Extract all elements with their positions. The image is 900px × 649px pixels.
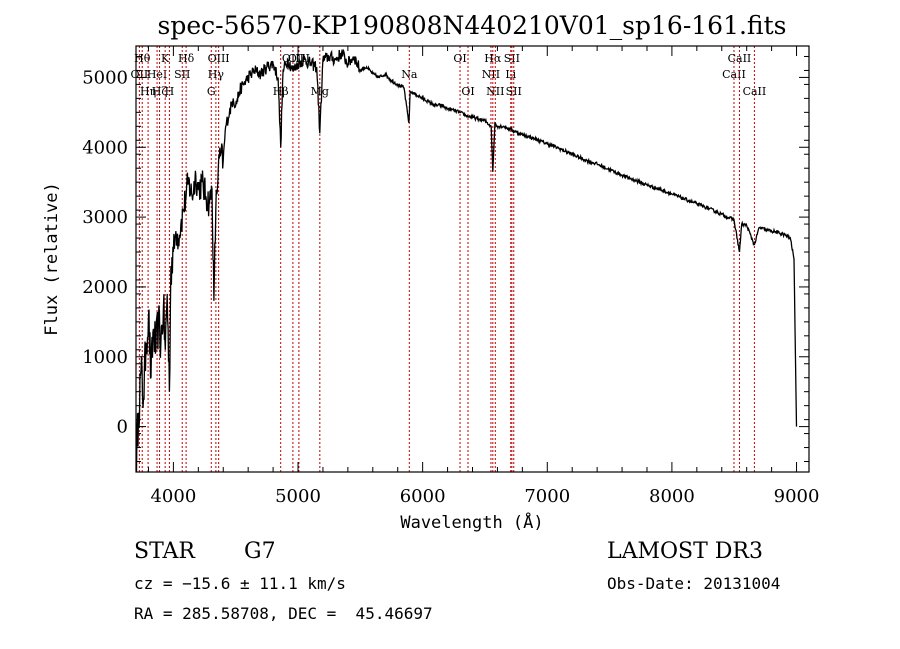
y-tick-label: 3000 bbox=[82, 207, 128, 228]
x-tick-label: 4000 bbox=[150, 486, 196, 507]
spectral-line-label: CaII bbox=[728, 52, 752, 65]
spectral-line-label: CaII bbox=[743, 85, 767, 98]
axis-ticks: 4000 5000 6000 7000 8000 9000 0 1000 2000 3000 400… bbox=[82, 46, 819, 507]
spectral-line-markers: OIIHθHηHeIHζKHSIIHδGHγOIIIHβOIIIOIIIMgNa… bbox=[131, 46, 767, 472]
x-axis-label: Wavelength (Å) bbox=[400, 511, 543, 533]
object-subclass: G7 bbox=[244, 539, 276, 564]
spectral-line-label: Mg bbox=[311, 85, 329, 98]
spectral-line-label: NII bbox=[482, 68, 500, 81]
spectral-line-label: G bbox=[207, 85, 216, 98]
spectral-line-label: SII bbox=[506, 85, 522, 98]
spectral-line-label: CaII bbox=[722, 68, 746, 81]
plot-frame bbox=[135, 45, 810, 473]
object-class: STAR bbox=[134, 539, 195, 564]
spectral-line-label: OI bbox=[461, 85, 474, 98]
y-tick-label: 2000 bbox=[82, 277, 128, 298]
spectral-line-label: Hζ bbox=[152, 85, 168, 98]
spectral-line-label: Na bbox=[401, 68, 418, 81]
x-tick-label: 5000 bbox=[275, 486, 321, 507]
spectral-line-label: Hβ bbox=[273, 85, 289, 98]
x-tick-label: 8000 bbox=[649, 486, 695, 507]
x-tick-label: 9000 bbox=[774, 486, 820, 507]
spectral-line-label: Hγ bbox=[208, 68, 225, 81]
y-tick-label: 5000 bbox=[82, 67, 128, 88]
spectral-line-label: Hη bbox=[140, 85, 156, 98]
spectral-line-label: HeI bbox=[147, 68, 167, 81]
spectral-line-label: K bbox=[161, 52, 170, 65]
survey-name: LAMOST DR3 bbox=[607, 539, 763, 564]
spectral-line-label: SII bbox=[504, 52, 520, 65]
y-tick-label: 0 bbox=[117, 417, 128, 438]
spectral-line-label: Li bbox=[505, 68, 516, 81]
spectral-line-label: SII bbox=[174, 68, 190, 81]
spectrum-line bbox=[135, 48, 798, 473]
spectral-line-label: NII bbox=[486, 85, 504, 98]
y-tick-label: 4000 bbox=[82, 137, 128, 158]
x-tick-label: 6000 bbox=[400, 486, 446, 507]
x-tick-label: 7000 bbox=[524, 486, 570, 507]
spectral-line-label: OI bbox=[453, 52, 466, 65]
spectral-line-label: Hδ bbox=[178, 52, 195, 65]
chart-title: spec-56570-KP190808N440210V01_sp16-161.f… bbox=[158, 11, 787, 40]
spectral-line-label: H bbox=[165, 85, 175, 98]
y-axis-label: Flux (relative) bbox=[42, 182, 62, 336]
observation-date: Obs-Date: 20131004 bbox=[607, 574, 781, 593]
spectral-line-label: OIII bbox=[208, 52, 230, 65]
redshift-info: cz = −15.6 ± 11.1 km/s bbox=[134, 574, 346, 593]
spectral-line-label: Hθ bbox=[134, 52, 151, 65]
y-tick-label: 1000 bbox=[82, 347, 128, 368]
spectral-line-label: Hα bbox=[484, 52, 502, 65]
coordinates-info: RA = 285.58708, DEC = 45.46697 bbox=[134, 604, 433, 623]
